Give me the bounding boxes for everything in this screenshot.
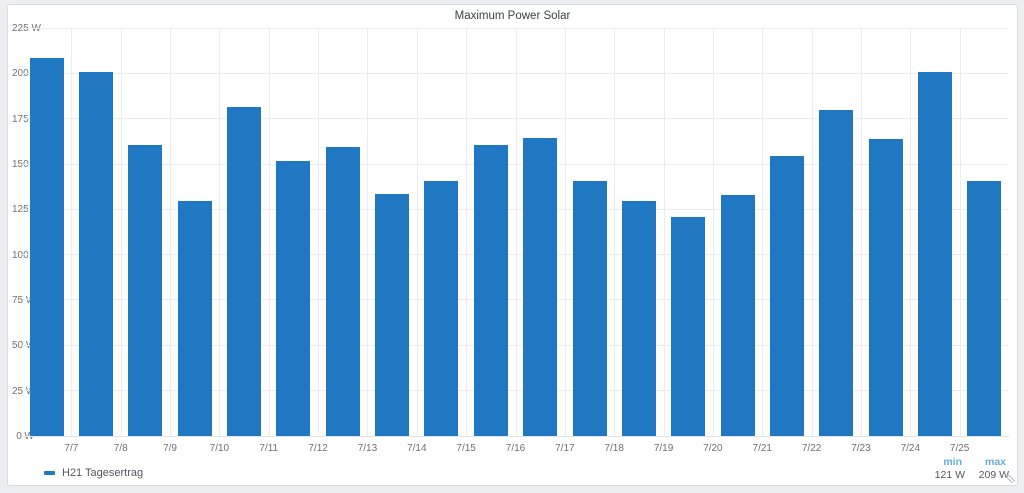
v-gridline — [367, 29, 369, 436]
bar — [967, 180, 1002, 436]
x-axis-tick-label: 7/24 — [900, 443, 921, 454]
legend-stat-min-header[interactable]: min — [943, 456, 962, 468]
legend-stat-max-value: 209 W — [978, 469, 1009, 481]
bar — [868, 139, 903, 436]
v-gridline — [663, 29, 665, 436]
legend-series-toggle[interactable]: H21 Tagesertrag — [44, 466, 143, 480]
bar — [473, 144, 508, 436]
x-axis-tick-label: 7/12 — [308, 443, 328, 454]
bar — [227, 106, 262, 436]
legend-series-label: H21 Tagesertrag — [62, 467, 144, 479]
x-axis-tick-label: 7/7 — [64, 443, 79, 454]
plot-area[interactable] — [22, 28, 1009, 437]
v-gridline — [416, 29, 418, 436]
x-axis-tick-label: 7/11 — [259, 443, 279, 454]
v-gridline — [120, 29, 122, 436]
v-gridline — [219, 29, 221, 436]
bar — [720, 195, 755, 436]
v-gridline — [466, 29, 468, 436]
x-axis-tick-label: 7/17 — [555, 443, 575, 454]
bar — [375, 193, 410, 436]
v-gridline — [515, 29, 517, 436]
panel-header: Maximum Power Solar — [8, 5, 1017, 27]
x-axis-tick-label: 7/8 — [113, 443, 128, 454]
x-axis-tick-label: 7/18 — [604, 443, 624, 454]
bar — [572, 180, 607, 436]
x-axis-tick-label: 7/21 — [752, 443, 772, 454]
x-axis-tick-label: 7/19 — [653, 443, 674, 454]
bar — [917, 72, 952, 436]
bar — [523, 137, 558, 436]
bar — [769, 155, 804, 436]
bar — [819, 110, 854, 436]
panel-resize-handle[interactable] — [1006, 474, 1015, 483]
x-axis-tick-label: 7/22 — [801, 443, 822, 454]
v-gridline — [860, 29, 862, 436]
x-axis-tick-label: 7/9 — [163, 443, 177, 454]
h-gridline — [22, 28, 1009, 29]
y-axis-tick-label: 25 W — [12, 385, 36, 397]
legend-stat-max-header[interactable]: max — [984, 456, 1006, 468]
legend-color-swatch — [44, 471, 55, 475]
panel-title[interactable]: Maximum Power Solar — [454, 10, 571, 22]
x-axis-tick-label: 7/23 — [851, 443, 871, 454]
x-axis-tick-label: 7/13 — [357, 443, 378, 454]
v-gridline — [811, 29, 813, 436]
v-gridline — [71, 29, 73, 436]
bar — [276, 161, 311, 436]
y-axis-tick-label: 50 W — [12, 340, 36, 352]
x-axis-tick-label: 7/20 — [703, 443, 723, 454]
v-gridline — [170, 29, 172, 436]
x-axis-tick-label: 7/15 — [456, 443, 476, 454]
v-gridline — [762, 29, 764, 436]
bar — [128, 144, 163, 436]
x-axis-tick-label: 7/14 — [407, 443, 427, 454]
bar — [29, 57, 64, 436]
legend-stat-min-value: 121 W — [934, 469, 965, 481]
bar — [621, 200, 656, 436]
bar — [79, 72, 114, 436]
x-axis-tick-label: 7/16 — [505, 443, 526, 454]
bar — [177, 200, 212, 436]
bar — [671, 217, 706, 436]
y-axis-tick-label: 75 W — [12, 295, 36, 307]
v-gridline — [614, 29, 616, 436]
y-axis-tick-label: 100 W — [12, 249, 41, 261]
bar — [325, 146, 360, 436]
bar — [424, 180, 459, 436]
v-gridline — [959, 29, 961, 436]
v-gridline — [564, 29, 566, 436]
v-gridline — [910, 29, 912, 436]
v-gridline — [712, 29, 714, 436]
legend-stats-table: min max 121 W 209 W — [923, 456, 1011, 482]
x-axis-labels: 7/7 7/8 7/9 7/10 7/11 7/12 7/13 7/14 7/15 7/16 7/1… — [22, 441, 1009, 455]
v-gridline — [318, 29, 320, 436]
x-axis-tick-label: 7/10 — [209, 443, 230, 454]
v-gridline — [268, 29, 270, 436]
x-axis-tick-label: 7/25 — [949, 443, 970, 454]
grafana-panel: Maximum Power Solar 0 W 25 W 50 W 75 W 100 W… — [7, 4, 1018, 486]
